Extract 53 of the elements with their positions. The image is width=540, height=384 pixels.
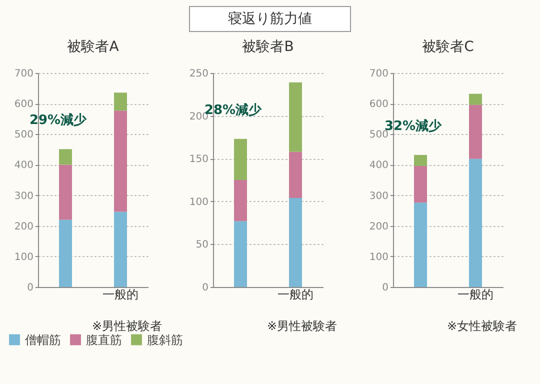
x-tick-label: 一般的 — [102, 288, 138, 302]
text: ※男性被験者 — [92, 319, 162, 333]
y-tick-label: 400 — [14, 160, 34, 172]
bar — [234, 138, 247, 180]
chart-title: 被験者C — [422, 39, 474, 55]
bar — [114, 212, 127, 287]
bar — [469, 158, 482, 287]
bar — [59, 164, 72, 220]
y-tick-label: 0 — [202, 282, 208, 294]
bar — [234, 221, 247, 287]
y-tick-label: 100 — [189, 196, 208, 208]
y-tick-label: 100 — [14, 252, 34, 263]
x-tick-label: 一般的 — [278, 288, 314, 302]
legend-label: 腹斜筋 — [147, 332, 183, 347]
bar — [414, 202, 427, 287]
text: ※男性被験者 — [266, 319, 337, 333]
bar — [114, 92, 127, 111]
bar — [414, 154, 427, 166]
y-tick-label: 500 — [369, 130, 388, 141]
y-tick-label: 50 — [196, 240, 208, 251]
legend-label: 僧帽筋 — [25, 332, 61, 347]
y-tick-label: 100 — [369, 252, 388, 263]
y-tick-label: 0 — [27, 282, 34, 294]
bar — [289, 82, 302, 152]
bar — [469, 94, 482, 105]
y-tick-label: 700 — [14, 68, 34, 80]
y-tick-label: 400 — [369, 160, 388, 172]
x-tick-label: 一般的 — [458, 288, 494, 302]
bar — [414, 166, 427, 203]
legend-label: 腹直筋 — [86, 332, 122, 347]
y-tick-label: 250 — [189, 68, 208, 80]
chart-title: 被験者A — [67, 39, 120, 55]
y-tick-label: 500 — [14, 130, 34, 141]
bar — [234, 180, 247, 222]
bar — [469, 104, 482, 159]
bar — [289, 152, 302, 198]
bar — [59, 220, 72, 287]
y-tick-label: 700 — [369, 68, 388, 80]
y-tick-label: 200 — [369, 221, 388, 232]
y-tick-label: 600 — [369, 99, 388, 110]
annotation: 29%減少 — [29, 113, 88, 128]
text: 寝返り筋力値 — [189, 6, 351, 32]
y-tick-label: 600 — [14, 99, 34, 110]
chart-title: 被験者B — [242, 39, 294, 55]
y-tick-label: 300 — [369, 190, 388, 202]
y-tick-label: 200 — [14, 221, 34, 232]
y-tick-label: 0 — [382, 282, 388, 294]
bar — [289, 198, 302, 287]
bar — [114, 110, 127, 212]
text: ※女性被験者 — [446, 319, 517, 333]
bar — [59, 149, 72, 165]
y-tick-label: 150 — [189, 154, 208, 166]
y-tick-label: 300 — [14, 190, 34, 202]
